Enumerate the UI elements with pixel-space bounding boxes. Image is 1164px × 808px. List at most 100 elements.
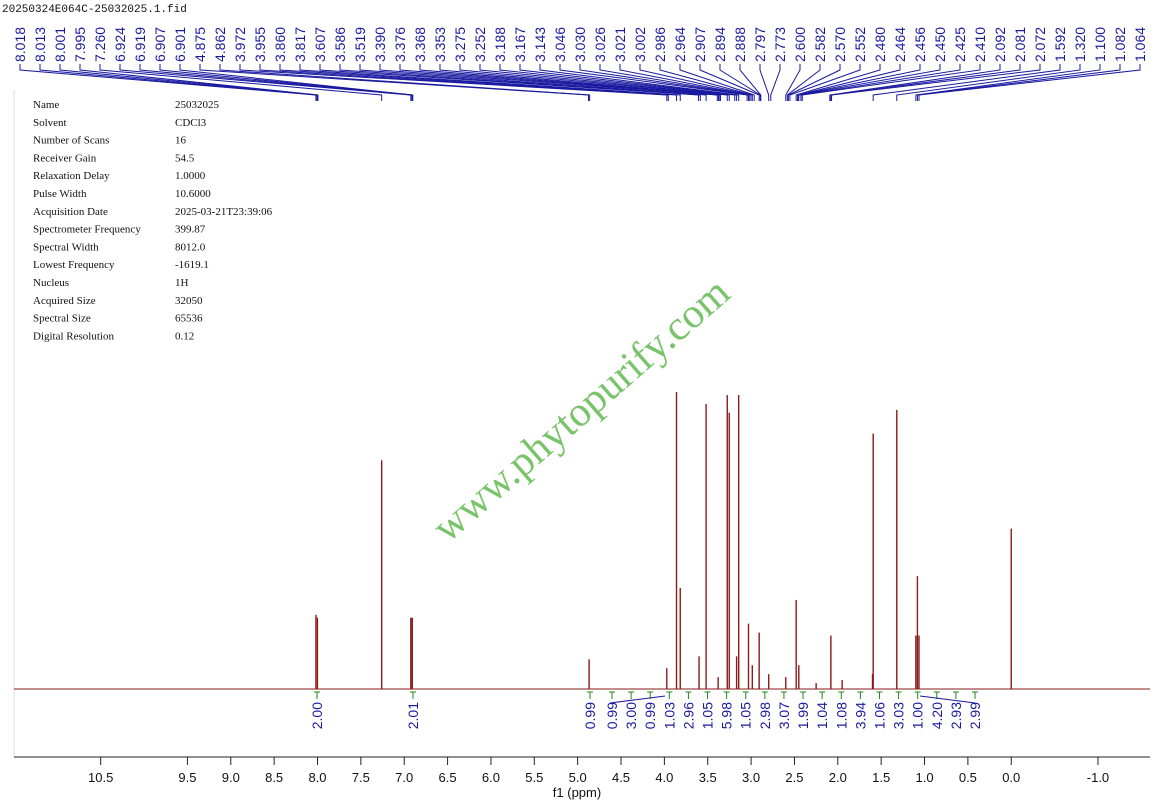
param-name: Number of Scans	[33, 135, 109, 147]
integral-bracket	[666, 691, 673, 699]
peak-connector	[831, 64, 1041, 101]
integral-bracket	[314, 691, 320, 699]
peak-label: 1.100	[1092, 27, 1108, 62]
peak-label: 3.252	[472, 27, 488, 62]
integral-bracket	[780, 691, 787, 699]
peak-label: 3.353	[432, 27, 448, 62]
x-tick-label: 8.5	[265, 770, 283, 785]
peak-label: 2.072	[1032, 27, 1048, 62]
peak-connector	[59, 64, 318, 101]
x-tick-label: 9.5	[178, 770, 196, 785]
integral-label: 5.98	[719, 702, 735, 729]
peak-label: 6.901	[172, 27, 188, 62]
peak-label: 3.167	[512, 27, 528, 62]
peak-label: 6.919	[132, 27, 148, 62]
param-value: 0.12	[175, 330, 194, 342]
peak-connector	[39, 64, 317, 101]
peak-connector	[785, 64, 801, 101]
integral-label: 2.96	[680, 702, 696, 729]
peak-label: 1.320	[1072, 27, 1088, 62]
integral-bracket	[723, 691, 730, 699]
x-axis-label: f1 (ppm)	[553, 785, 601, 800]
param-value: CDCl3	[175, 117, 207, 129]
peak-connector	[519, 64, 738, 101]
param-name: Acquired Size	[33, 295, 96, 307]
param-name: Relaxation Delay	[33, 170, 110, 182]
param-value: 1H	[175, 277, 189, 289]
param-name: Spectral Size	[33, 313, 91, 325]
peak-connector	[459, 64, 728, 101]
integral-label: 3.00	[623, 702, 639, 729]
peak-connector	[739, 64, 762, 101]
watermark: www.phytopurify.com	[424, 269, 739, 551]
peak-label: 3.021	[612, 27, 628, 62]
param-name: Name	[33, 99, 59, 111]
x-tick-label: 5.5	[525, 770, 543, 785]
x-tick-label: -1.0	[1087, 770, 1109, 785]
peak-label: 2.464	[892, 27, 908, 62]
peak-label: 4.862	[212, 27, 228, 62]
peak-connector	[179, 64, 414, 101]
x-tick-label: 1.0	[915, 770, 933, 785]
peak-connector	[259, 64, 669, 101]
x-tick-label: 7.5	[352, 770, 370, 785]
integral-label: 2.01	[405, 702, 421, 729]
peak-connector	[439, 64, 721, 101]
peak-label: 2.907	[692, 27, 708, 62]
peak-label: 7.260	[92, 27, 108, 62]
param-name: Lowest Frequency	[33, 259, 115, 271]
peak-label: 3.972	[232, 27, 248, 62]
param-value: 8012.0	[175, 241, 206, 253]
peak-label: 3.519	[352, 27, 368, 62]
param-name: Nucleus	[33, 277, 69, 289]
peak-label: 3.860	[272, 27, 288, 62]
integral-bracket	[838, 691, 845, 699]
peak-connector	[219, 64, 591, 101]
integral-label: 1.00	[910, 702, 926, 729]
peak-connector	[829, 64, 1001, 101]
peak-label: 6.924	[112, 27, 128, 62]
peak-label: 2.986	[652, 27, 668, 62]
peak-connector	[699, 64, 760, 101]
integral-fan	[609, 695, 976, 704]
peak-label: 3.955	[252, 27, 268, 62]
peak-label: 6.907	[152, 27, 168, 62]
peak-connector	[659, 64, 753, 101]
integral-bracket	[952, 691, 959, 699]
peak-label: 2.450	[932, 27, 948, 62]
x-tick-label: 4.0	[655, 770, 673, 785]
peak-connector	[679, 64, 755, 101]
peak-connector	[239, 64, 668, 101]
peak-label: 3.026	[592, 27, 608, 62]
x-tick-label: 2.5	[785, 770, 803, 785]
integral-bracket	[857, 691, 864, 699]
peak-label: 2.797	[752, 27, 768, 62]
peak-connector	[539, 64, 740, 101]
peak-label: 2.600	[792, 27, 808, 62]
integral-label: 1.99	[795, 702, 811, 729]
peak-label: 3.607	[312, 27, 328, 62]
peak-connector	[599, 64, 750, 101]
integral-label: 2.00	[309, 702, 325, 729]
param-value: 25032025	[175, 99, 220, 111]
integral-label: 2.99	[967, 702, 983, 729]
peak-connector	[319, 64, 699, 101]
x-tick-label: 6.0	[482, 770, 500, 785]
peak-connector	[872, 64, 1061, 101]
integral-label: 1.05	[700, 702, 716, 729]
peak-connector	[499, 64, 736, 101]
integral-bracket	[876, 691, 883, 699]
param-value: 54.5	[175, 152, 195, 164]
peak-connector	[359, 64, 707, 101]
peak-label: 2.888	[732, 27, 748, 62]
param-value: 399.87	[175, 224, 206, 236]
peak-connector	[619, 64, 750, 101]
integral-bracket	[895, 691, 902, 699]
peak-label: 2.480	[872, 27, 888, 62]
peak-connector	[918, 64, 1141, 101]
peak-label: 3.390	[372, 27, 388, 62]
param-name: Receiver Gain	[33, 152, 97, 164]
file-name: 20250324E064C-25032025.1.fid	[2, 4, 187, 16]
param-value: 1.0000	[175, 170, 206, 182]
